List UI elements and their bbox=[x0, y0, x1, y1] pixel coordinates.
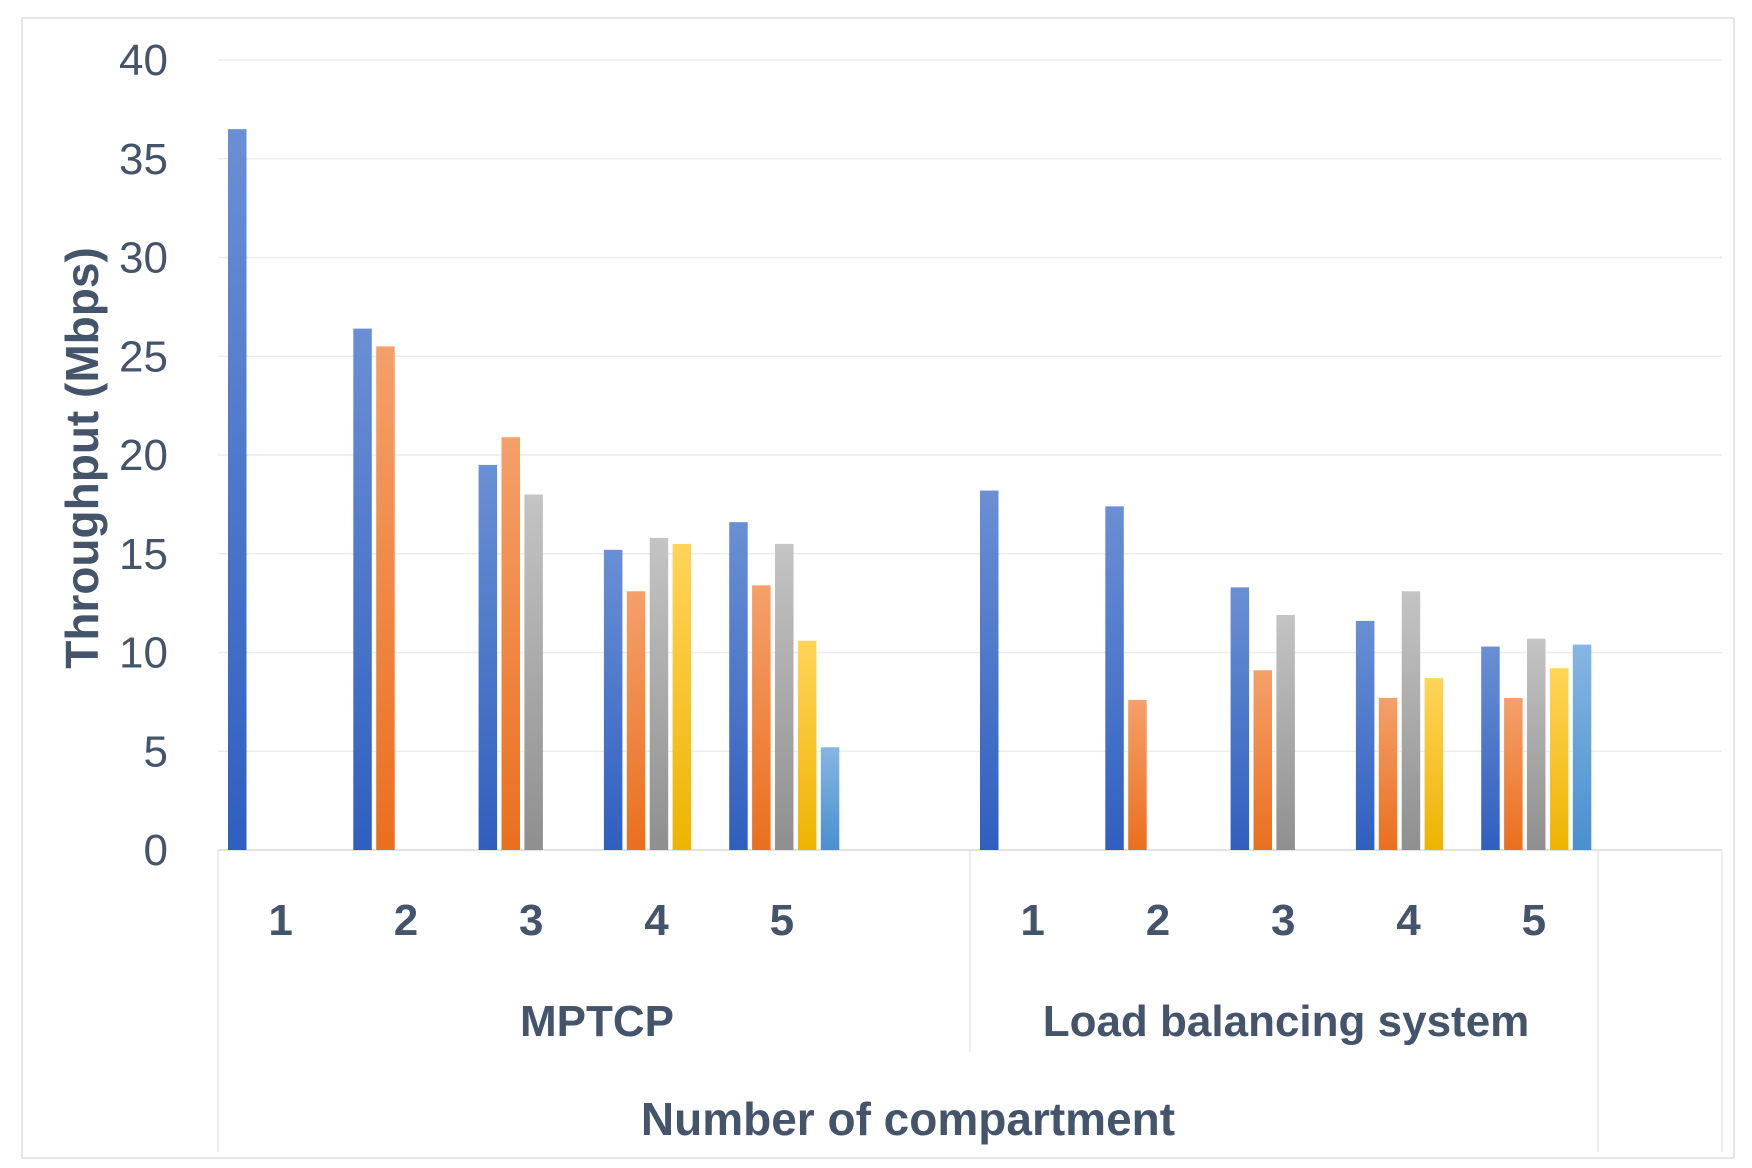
y-tick-label: 40 bbox=[119, 36, 168, 85]
bar-mptcp-4-series-3 bbox=[649, 537, 669, 850]
bar-lbs-3-series-2 bbox=[1253, 670, 1272, 850]
x-axis: 1 2 3 4 5 MPTCP 1 2 3 4 5 Load balancing system bbox=[217, 850, 1723, 1152]
y-tick-label: 5 bbox=[144, 727, 168, 776]
x-category-label: 2 bbox=[394, 896, 418, 945]
x-category-label: 3 bbox=[519, 896, 543, 945]
bar-mptcp-2-series-2 bbox=[376, 346, 395, 850]
bar-lbs-4-series-3 bbox=[1401, 591, 1421, 850]
bar-mptcp-3-series-1 bbox=[478, 464, 498, 850]
bar-lbs-2-series-1 bbox=[1105, 506, 1124, 850]
bar-mptcp-5-series-3 bbox=[775, 543, 794, 850]
chart-frame bbox=[21, 17, 1735, 1159]
x-category-label: 5 bbox=[770, 896, 794, 945]
y-axis-label: Throughput (Mbps) bbox=[56, 247, 108, 669]
bar-lbs-5-series-5 bbox=[1572, 644, 1592, 850]
gridlines bbox=[218, 59, 1722, 851]
bar-mptcp-4-series-1 bbox=[603, 549, 623, 850]
x-group-label: MPTCP bbox=[520, 997, 674, 1046]
x-category-label: 4 bbox=[1396, 896, 1421, 945]
y-axis-ticks: 0 5 10 15 20 25 30 35 40 bbox=[119, 36, 168, 875]
y-tick-label: 30 bbox=[119, 234, 168, 283]
bar-mptcp-5-series-5 bbox=[820, 747, 840, 850]
bars bbox=[228, 129, 1592, 851]
bar-lbs-3-series-1 bbox=[1230, 587, 1250, 850]
y-tick-label: 35 bbox=[119, 135, 168, 184]
bar-lbs-1-series-1 bbox=[980, 490, 999, 850]
bar-lbs-5-series-4 bbox=[1549, 668, 1569, 850]
x-group-label: Load balancing system bbox=[1043, 997, 1530, 1046]
x-category-label: 1 bbox=[268, 896, 292, 945]
bar-mptcp-5-series-1 bbox=[729, 522, 748, 850]
bar-mptcp-2-series-1 bbox=[353, 328, 372, 851]
y-tick-label: 10 bbox=[119, 629, 168, 678]
bar-mptcp-3-series-2 bbox=[501, 437, 520, 850]
x-category-label: 2 bbox=[1146, 896, 1170, 945]
bar-lbs-5-series-1 bbox=[1481, 646, 1500, 850]
bar-mptcp-5-series-2 bbox=[752, 585, 771, 850]
y-tick-label: 0 bbox=[144, 826, 168, 875]
x-category-label: 3 bbox=[1271, 896, 1295, 945]
x-axis-label: Number of compartment bbox=[641, 1093, 1175, 1145]
bar-lbs-5-series-3 bbox=[1527, 638, 1546, 850]
bar-lbs-3-series-3 bbox=[1276, 614, 1295, 850]
y-tick-label: 20 bbox=[119, 431, 168, 480]
bar-lbs-4-series-2 bbox=[1378, 697, 1398, 850]
y-tick-label: 15 bbox=[119, 530, 168, 579]
x-category-label: 4 bbox=[644, 896, 669, 945]
bar-lbs-4-series-4 bbox=[1424, 678, 1444, 850]
x-category-label: 5 bbox=[1522, 896, 1546, 945]
bar-mptcp-5-series-4 bbox=[797, 640, 817, 850]
y-tick-label: 25 bbox=[119, 332, 168, 381]
bar-lbs-4-series-1 bbox=[1355, 620, 1375, 850]
x-category-label: 1 bbox=[1020, 896, 1044, 945]
bar-mptcp-4-series-4 bbox=[672, 543, 692, 850]
bar-mptcp-3-series-3 bbox=[524, 494, 543, 850]
bar-mptcp-4-series-2 bbox=[626, 591, 646, 850]
bar-lbs-5-series-2 bbox=[1504, 697, 1523, 850]
bar-mptcp-1-series-1 bbox=[228, 129, 247, 850]
bar-lbs-2-series-2 bbox=[1128, 699, 1147, 850]
